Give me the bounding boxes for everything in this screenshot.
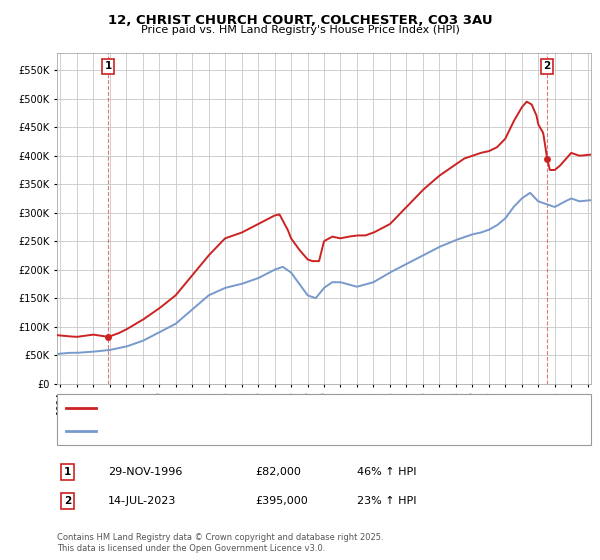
Text: Contains HM Land Registry data © Crown copyright and database right 2025.
This d: Contains HM Land Registry data © Crown c… xyxy=(57,533,383,553)
Text: 29-NOV-1996: 29-NOV-1996 xyxy=(108,467,182,477)
Text: 12, CHRIST CHURCH COURT, COLCHESTER, CO3 3AU: 12, CHRIST CHURCH COURT, COLCHESTER, CO3… xyxy=(107,14,493,27)
Text: 1: 1 xyxy=(104,62,112,72)
Text: 23% ↑ HPI: 23% ↑ HPI xyxy=(357,496,416,506)
Text: 12, CHRIST CHURCH COURT, COLCHESTER, CO3 3AU (semi-detached house): 12, CHRIST CHURCH COURT, COLCHESTER, CO3… xyxy=(102,403,475,413)
Text: HPI: Average price, semi-detached house, Colchester: HPI: Average price, semi-detached house,… xyxy=(102,426,362,436)
Text: 2: 2 xyxy=(64,496,71,506)
Text: 14-JUL-2023: 14-JUL-2023 xyxy=(108,496,176,506)
Text: 1: 1 xyxy=(64,467,71,477)
Text: £82,000: £82,000 xyxy=(255,467,301,477)
Text: £395,000: £395,000 xyxy=(255,496,308,506)
Text: 46% ↑ HPI: 46% ↑ HPI xyxy=(357,467,416,477)
Text: 2: 2 xyxy=(544,62,551,72)
Text: Price paid vs. HM Land Registry's House Price Index (HPI): Price paid vs. HM Land Registry's House … xyxy=(140,25,460,35)
